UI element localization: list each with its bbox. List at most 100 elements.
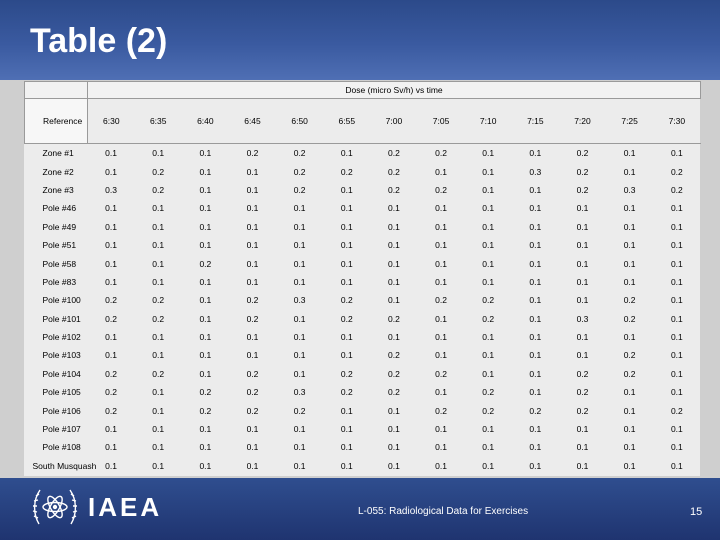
dose-value-cell: 0.2: [152, 368, 165, 379]
row-label: Pole #102: [42, 332, 81, 343]
dose-value-cell: 0.2: [388, 166, 400, 177]
time-column-header: 7:15: [511, 98, 559, 144]
dose-value-cell: 0.1: [623, 276, 636, 287]
dose-value-cell: 0.1: [623, 332, 636, 343]
row-label: Pole #107: [42, 424, 81, 435]
dose-value-cell: 0.1: [623, 258, 636, 269]
dose-value-cell: 0.1: [482, 276, 495, 287]
dose-value-cell: 0.1: [388, 442, 400, 453]
dose-value-cell: 0.1: [435, 313, 447, 324]
dose-value-cell: 0.1: [340, 460, 353, 471]
dose-value-cell: 0.1: [482, 350, 495, 361]
table-row: Pole #100 0.2 0.2 0.1 0.2 0.3 0.2 0.1 0.2 0.2 0.1 0…: [25, 291, 701, 309]
dose-value-cell: 0.1: [340, 405, 353, 416]
dose-value-cell: 0.1: [246, 240, 259, 251]
dose-value-cell: 0.1: [529, 240, 542, 251]
table-row: Pole #101 0.2 0.2 0.1 0.2 0.1 0.2 0.2 0.1 0.2 0.1 0…: [25, 310, 701, 328]
dose-value-cell: 0.1: [670, 203, 683, 214]
dose-value-cell: 0.1: [529, 460, 542, 471]
table-row: Pole #105 0.2 0.1 0.2 0.2 0.3 0.2 0.2 0.1 0.2 0.1 0…: [25, 383, 701, 401]
dose-value-cell: 0.1: [435, 424, 447, 435]
dose-value-cell: 0.2: [482, 405, 495, 416]
row-label: Pole #108: [42, 442, 81, 453]
dose-value-cell: 0.3: [293, 295, 306, 306]
dose-value-cell: 0.1: [670, 240, 683, 251]
row-label: Pole #58: [42, 258, 77, 269]
time-column-header: 6:35: [134, 98, 182, 144]
row-label: Zone #1: [42, 148, 74, 159]
dose-value-cell: 0.1: [199, 221, 212, 232]
iaea-logo-icon: [32, 489, 78, 525]
dose-value-cell: 0.1: [388, 295, 400, 306]
dose-value-cell: 0.2: [105, 295, 117, 306]
dose-value-cell: 0.1: [340, 442, 353, 453]
dose-value-cell: 0.1: [199, 424, 212, 435]
dose-value-cell: 0.1: [529, 276, 542, 287]
slide-footer: [0, 478, 720, 540]
dose-value-cell: 0.1: [435, 460, 447, 471]
dose-value-cell: 0.1: [435, 203, 447, 214]
time-column-header: 6:55: [323, 98, 371, 144]
row-label: Pole #103: [42, 350, 81, 361]
dose-value-cell: 0.1: [529, 148, 542, 159]
dose-value-cell: 0.2: [576, 405, 589, 416]
dose-value-cell: 0.1: [623, 240, 636, 251]
dose-value-cell: 0.1: [435, 387, 447, 398]
dose-value-cell: 0.1: [623, 405, 636, 416]
dose-value-cell: 0.2: [576, 368, 589, 379]
dose-value-cell: 0.1: [482, 368, 495, 379]
dose-value-cell: 0.1: [340, 148, 353, 159]
dose-value-cell: 0.1: [529, 368, 542, 379]
dose-value-cell: 0.1: [670, 221, 683, 232]
dose-value-cell: 0.1: [670, 258, 683, 269]
time-column-header: 6:40: [181, 98, 229, 144]
dose-value-cell: 0.1: [199, 295, 212, 306]
dose-value-cell: 0.1: [105, 166, 117, 177]
super-header: Dose (micro Sv/h) vs time: [86, 81, 702, 99]
dose-value-cell: 0.1: [670, 148, 683, 159]
dose-value-cell: 0.1: [340, 258, 353, 269]
dose-value-cell: 0.1: [199, 313, 212, 324]
dose-value-cell: 0.1: [246, 350, 259, 361]
dose-value-cell: 0.1: [152, 350, 165, 361]
footer-note: L-055: Radiological Data for Exercises: [358, 506, 529, 517]
row-label: Pole #49: [42, 221, 77, 232]
row-label: Pole #100: [42, 295, 81, 306]
dose-value-cell: 0.2: [152, 184, 165, 195]
dose-value-cell: 0.1: [670, 387, 683, 398]
dose-value-cell: 0.1: [623, 460, 636, 471]
dose-value-cell: 0.1: [576, 258, 589, 269]
dose-value-cell: 0.1: [529, 221, 542, 232]
dose-value-cell: 0.1: [529, 184, 542, 195]
dose-value-cell: 0.1: [435, 332, 447, 343]
dose-value-cell: 0.1: [199, 350, 212, 361]
row-label: Zone #3: [42, 184, 74, 195]
dose-table: Dose (micro Sv/h) vs time Reference 6:30…: [24, 81, 702, 475]
dose-value-cell: 0.1: [199, 460, 212, 471]
dose-value-cell: 0.3: [576, 313, 589, 324]
dose-value-cell: 0.1: [199, 240, 212, 251]
dose-value-cell: 0.2: [340, 166, 353, 177]
time-column-header: 6:45: [228, 98, 277, 144]
dose-value-cell: 0.1: [435, 350, 447, 361]
dose-value-cell: 0.2: [435, 295, 447, 306]
dose-value-cell: 0.2: [246, 405, 259, 416]
time-column-header: 6:30: [87, 98, 135, 144]
dose-value-cell: 0.1: [670, 368, 683, 379]
table-row: Pole #46 0.1 0.1 0.1 0.1 0.1 0.1 0.1 0.1 0.1 0.1 0.…: [25, 199, 701, 217]
row-label: Pole #104: [42, 368, 81, 379]
dose-value-cell: 0.1: [623, 387, 636, 398]
dose-value-cell: 0.1: [105, 203, 117, 214]
dose-value-cell: 0.1: [152, 387, 165, 398]
corner-cell: [24, 81, 88, 99]
dose-value-cell: 0.1: [388, 405, 400, 416]
dose-value-cell: 0.1: [293, 258, 306, 269]
dose-value-cell: 0.1: [105, 424, 117, 435]
slide-header: [0, 0, 720, 80]
dose-value-cell: 0.1: [576, 460, 589, 471]
dose-value-cell: 0.1: [435, 221, 447, 232]
reference-header: Reference: [24, 98, 88, 144]
dose-value-cell: 0.1: [388, 240, 400, 251]
dose-value-cell: 0.1: [293, 203, 306, 214]
dose-value-cell: 0.2: [435, 184, 447, 195]
